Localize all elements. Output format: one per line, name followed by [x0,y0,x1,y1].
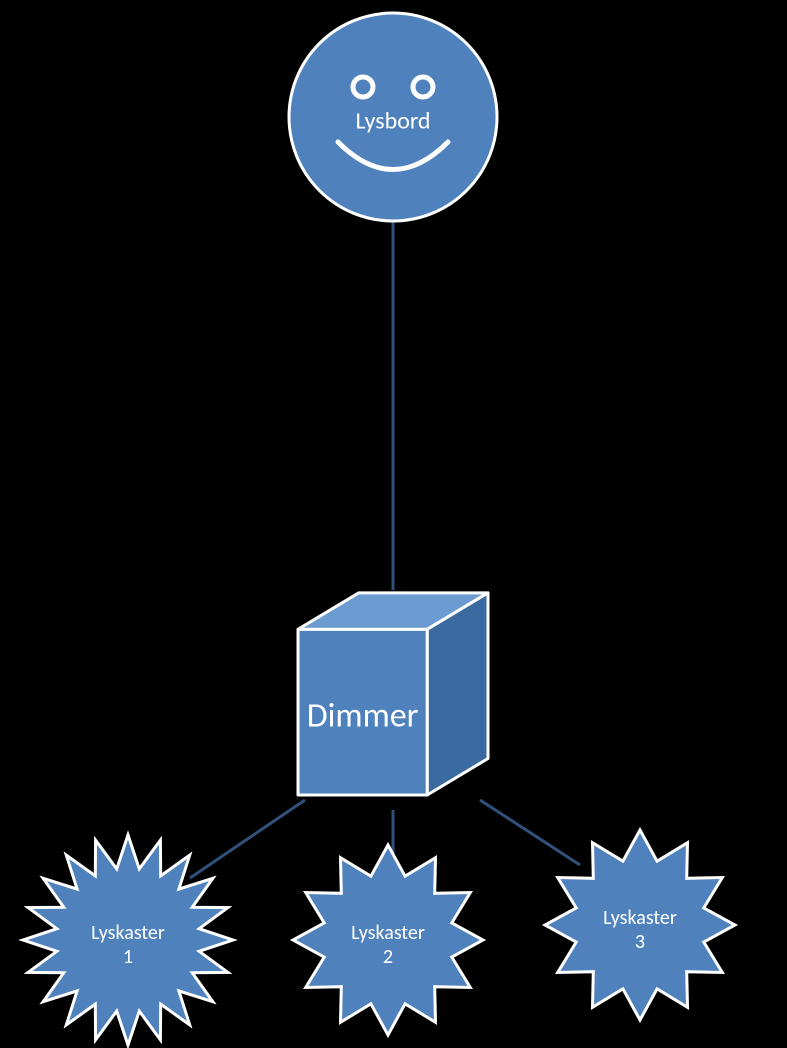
lyskaster3-label-line2: 3 [635,930,645,954]
lysbord-label: Lysbord [355,107,430,136]
lyskaster1-label-line2: 1 [123,945,133,969]
lyskaster2-label-line1: Lyskaster [351,921,425,945]
connector-line [480,800,580,865]
node-lyskaster-1: Lyskaster 1 [23,835,233,1045]
dimmer-label: Dimmer [307,695,419,736]
node-lyskaster-3: Lyskaster 3 [545,830,735,1020]
lyskaster1-label-line1: Lyskaster [91,921,165,945]
connector-line [190,800,305,878]
lyskaster3-label-line1: Lyskaster [603,906,677,930]
node-lyskaster-2: Lyskaster 2 [293,845,483,1035]
lyskaster2-label-line2: 2 [383,945,393,969]
cube-right-face-icon [427,593,488,795]
node-dimmer: Dimmer [298,593,488,795]
node-lysbord: Lysbord [289,13,497,221]
